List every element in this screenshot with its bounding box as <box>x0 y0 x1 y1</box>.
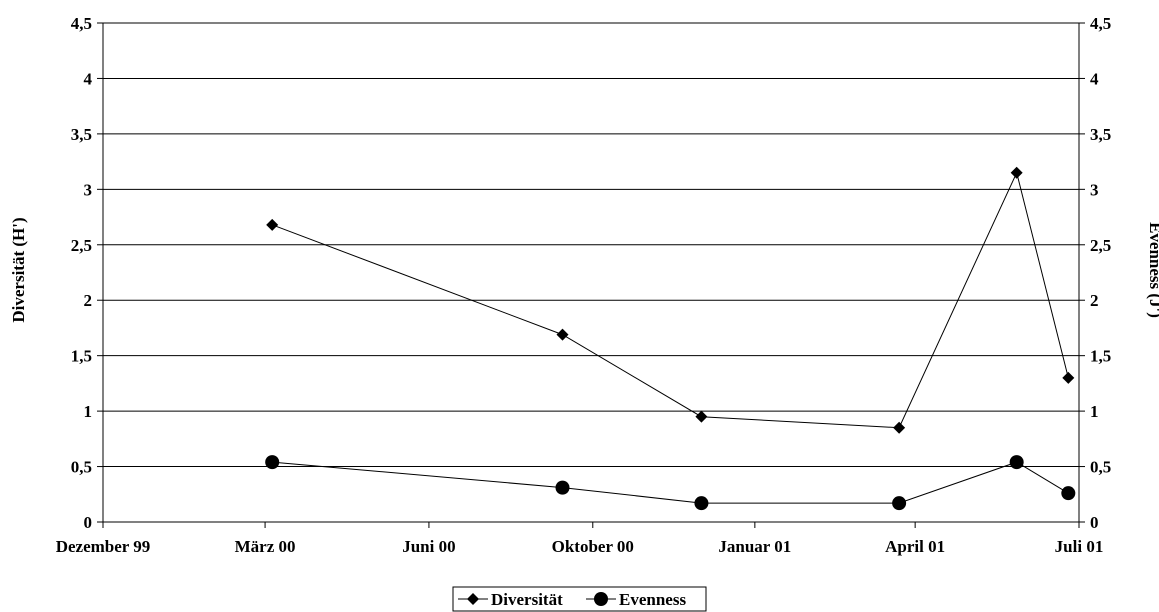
series <box>265 166 1076 511</box>
series-diversitt <box>266 166 1075 434</box>
y-left-tick-label: 1,5 <box>71 347 92 366</box>
legend-label-evenness: Evenness <box>619 590 686 609</box>
x-tick-label: Oktober 00 <box>552 537 634 556</box>
y-right-tick-label: 1 <box>1090 402 1099 421</box>
x-tick-label: Juli 01 <box>1055 537 1104 556</box>
data-point-diamond <box>1010 166 1023 179</box>
legend-box <box>452 586 707 612</box>
y-left-tick-label: 3,5 <box>71 125 92 144</box>
data-point-diamond <box>556 328 569 341</box>
data-point-circle <box>1009 455 1024 470</box>
data-point-circle <box>1061 486 1076 501</box>
y-left-tick-label: 4,5 <box>71 14 92 33</box>
data-point-circle <box>694 496 709 511</box>
y-left-tick-label: 1 <box>84 402 93 421</box>
x-tick-label: März 00 <box>235 537 296 556</box>
legend: Diversität Evenness <box>452 586 707 612</box>
data-point-diamond <box>893 421 906 434</box>
data-point-circle <box>265 455 280 470</box>
tick-labels: 0 0,5 1 1,5 2 2,5 3 3,5 4 4,5 0 0,5 1 1,5 2 2,5 3 3,5 4 4,5… <box>56 14 1112 556</box>
x-tick-label: Dezember 99 <box>56 537 151 556</box>
y-left-tick-label: 4 <box>84 69 93 88</box>
data-point-diamond <box>266 218 279 231</box>
series-line <box>272 461 1069 504</box>
legend-diamond-icon <box>467 593 479 605</box>
legend-circle-icon <box>594 592 608 606</box>
axes <box>97 22 1085 528</box>
y-left-tick-label: 0,5 <box>71 458 92 477</box>
y-right-tick-label: 4,5 <box>1090 14 1111 33</box>
y-right-tick-label: 2,5 <box>1090 236 1111 255</box>
y-left-tick-label: 3 <box>84 180 93 199</box>
grid-lines <box>103 22 1079 468</box>
y-left-tick-label: 2,5 <box>71 236 92 255</box>
y-right-tick-label: 4 <box>1090 69 1099 88</box>
data-point-diamond <box>695 410 708 423</box>
data-point-circle <box>892 496 907 511</box>
y-left-tick-label: 0 <box>84 513 93 532</box>
y-right-tick-label: 3 <box>1090 180 1099 199</box>
y-left-tick-label: 2 <box>84 291 93 310</box>
x-tick-label: April 01 <box>885 537 945 556</box>
x-tick-label: Januar 01 <box>718 537 791 556</box>
x-tick-label: Juni 00 <box>402 537 455 556</box>
y-axis-left-title: Diversität (H') <box>9 217 28 322</box>
series-evenness <box>265 455 1076 511</box>
y-right-tick-label: 1,5 <box>1090 347 1111 366</box>
y-right-tick-label: 3,5 <box>1090 125 1111 144</box>
y-right-tick-label: 0,5 <box>1090 458 1111 477</box>
data-point-diamond <box>1062 371 1075 384</box>
series-line <box>272 171 1069 429</box>
legend-label-diversitat: Diversität <box>491 590 563 609</box>
y-right-tick-label: 2 <box>1090 291 1099 310</box>
data-point-circle <box>555 480 570 495</box>
y-right-tick-label: 0 <box>1090 513 1099 532</box>
y-axis-right-title: Evenness (J') <box>1146 222 1159 318</box>
